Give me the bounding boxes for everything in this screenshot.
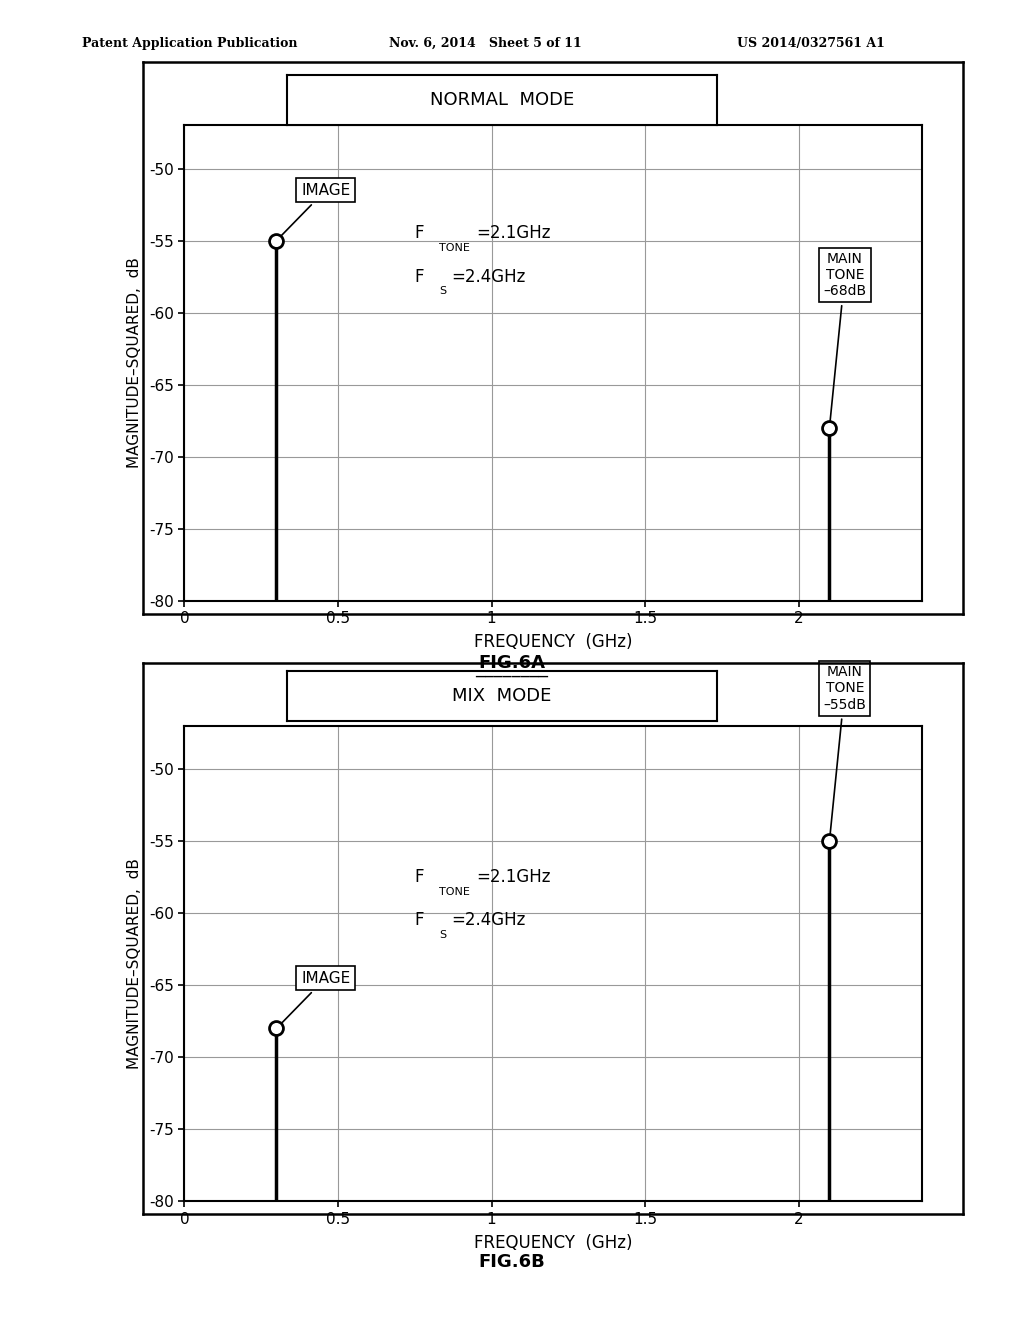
Y-axis label: MAGNITUDE–SQUARED,  dB: MAGNITUDE–SQUARED, dB bbox=[127, 257, 142, 469]
Text: TONE: TONE bbox=[439, 887, 470, 896]
X-axis label: FREQUENCY  (GHz): FREQUENCY (GHz) bbox=[474, 634, 632, 651]
Text: F: F bbox=[415, 911, 424, 929]
Text: Patent Application Publication: Patent Application Publication bbox=[82, 37, 297, 50]
Text: ________: ________ bbox=[475, 659, 549, 677]
Y-axis label: MAGNITUDE–SQUARED,  dB: MAGNITUDE–SQUARED, dB bbox=[127, 858, 142, 1069]
Text: TONE: TONE bbox=[439, 243, 470, 253]
Text: MIX  MODE: MIX MODE bbox=[452, 686, 552, 705]
Text: =2.1GHz: =2.1GHz bbox=[476, 224, 551, 243]
Text: F: F bbox=[415, 869, 424, 886]
Text: MAIN
TONE
–68dB: MAIN TONE –68dB bbox=[823, 252, 866, 425]
Text: =2.1GHz: =2.1GHz bbox=[476, 869, 551, 886]
Text: F: F bbox=[415, 268, 424, 285]
Text: NORMAL  MODE: NORMAL MODE bbox=[430, 91, 573, 110]
X-axis label: FREQUENCY  (GHz): FREQUENCY (GHz) bbox=[474, 1234, 632, 1251]
Text: MAIN
TONE
–55dB: MAIN TONE –55dB bbox=[823, 665, 866, 838]
Text: F: F bbox=[415, 224, 424, 243]
Text: IMAGE: IMAGE bbox=[279, 182, 350, 239]
Text: FIG.6B: FIG.6B bbox=[478, 1253, 546, 1271]
Text: FIG.6A: FIG.6A bbox=[478, 653, 546, 672]
Text: Nov. 6, 2014   Sheet 5 of 11: Nov. 6, 2014 Sheet 5 of 11 bbox=[389, 37, 582, 50]
Text: IMAGE: IMAGE bbox=[279, 970, 350, 1027]
Text: S: S bbox=[439, 286, 446, 296]
Text: S: S bbox=[439, 929, 446, 940]
Text: US 2014/0327561 A1: US 2014/0327561 A1 bbox=[737, 37, 885, 50]
Text: =2.4GHz: =2.4GHz bbox=[452, 268, 526, 285]
Text: =2.4GHz: =2.4GHz bbox=[452, 911, 526, 929]
